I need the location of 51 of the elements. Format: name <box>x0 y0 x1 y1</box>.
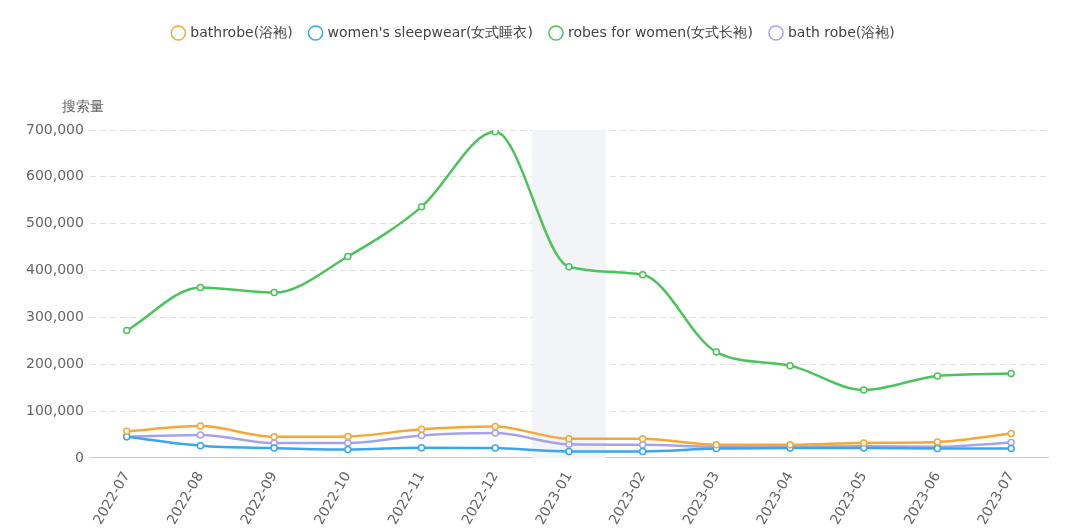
point <box>491 422 499 431</box>
point <box>270 444 278 452</box>
point <box>344 439 352 447</box>
point <box>122 326 131 335</box>
point <box>933 372 942 380</box>
legend-label: bath robe(浴袍) <box>787 23 895 40</box>
point <box>1007 438 1015 447</box>
point <box>344 432 352 441</box>
point <box>786 361 794 370</box>
point <box>565 434 573 443</box>
point <box>344 252 352 261</box>
point <box>417 431 426 440</box>
y-tick-label: 0 <box>74 448 84 465</box>
y-tick-label: 300,000 <box>25 308 84 325</box>
point <box>1007 429 1015 438</box>
point <box>565 447 573 456</box>
point <box>344 445 352 454</box>
y-tick-label: 200,000 <box>25 354 84 371</box>
point <box>270 433 278 441</box>
point <box>491 429 499 437</box>
point <box>270 288 278 297</box>
legend-label: women's sleepwear(女式睡衣) <box>327 23 533 40</box>
point <box>417 425 426 434</box>
point <box>638 271 647 279</box>
point <box>565 440 573 449</box>
point <box>860 386 868 394</box>
point <box>638 447 647 456</box>
y-tick-label: 100,000 <box>25 401 84 418</box>
point <box>417 443 426 452</box>
legend-label: bathrobe(浴袍) <box>190 23 293 40</box>
point <box>196 442 205 450</box>
point <box>196 431 205 439</box>
point <box>491 130 499 136</box>
point <box>638 434 647 443</box>
y-tick-label: 600,000 <box>25 167 84 184</box>
y-tick-label: 500,000 <box>25 214 84 231</box>
point <box>565 263 573 271</box>
point <box>196 283 205 292</box>
point <box>1007 444 1015 453</box>
point <box>122 427 131 435</box>
point <box>491 444 499 452</box>
point <box>1007 369 1015 378</box>
point <box>712 348 721 356</box>
legend-label: robes for women(女式长袍) <box>567 23 753 40</box>
point <box>933 438 942 446</box>
point <box>196 422 205 430</box>
y-tick-label: 400,000 <box>25 261 84 278</box>
y-axis-title: 搜索量 <box>62 97 104 114</box>
y-tick-label: 700,000 <box>25 120 84 137</box>
point <box>638 441 647 449</box>
point <box>417 203 426 211</box>
